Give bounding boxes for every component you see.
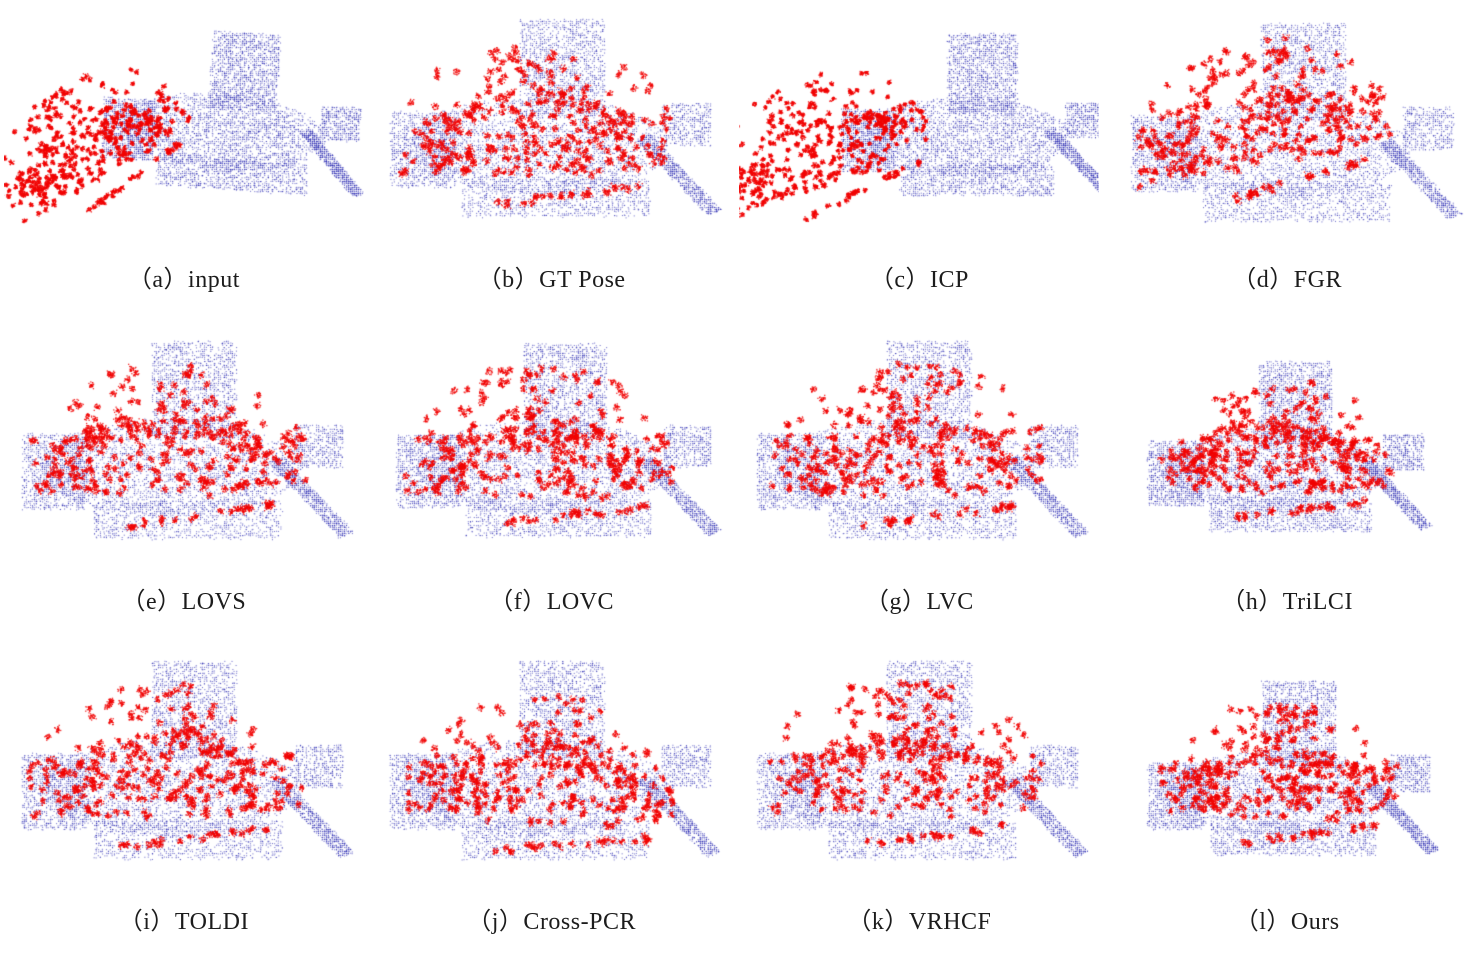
pointcloud-canvas-lovs bbox=[3, 332, 364, 583]
panel-caption: （a）input bbox=[127, 266, 240, 293]
panel-g-lvc: （g）LVC bbox=[736, 307, 1104, 629]
panel-e-lovs: （e）LOVS bbox=[0, 307, 368, 629]
panel-a-input: （a）input bbox=[0, 2, 368, 307]
panel-caption: （l）Ours bbox=[1234, 908, 1340, 935]
panel-h-trilci: （h）TriLCI bbox=[1103, 307, 1471, 629]
panel-k-vrhcf: （k）VRHCF bbox=[736, 629, 1104, 949]
pointcloud-canvas-trilci bbox=[1107, 332, 1468, 583]
pointcloud-canvas-cross-pcr bbox=[371, 652, 732, 903]
panel-c-icp: （c）ICP bbox=[736, 2, 1104, 307]
panel-caption: （j）Cross-PCR bbox=[467, 908, 636, 935]
panel-b-gt-pose: （b）GT Pose bbox=[368, 2, 736, 307]
pointcloud-canvas-toldi bbox=[3, 652, 364, 903]
panel-caption: （b）GT Pose bbox=[477, 266, 626, 293]
panel-d-fgr: （d）FGR bbox=[1103, 2, 1471, 307]
panel-caption: （e）LOVS bbox=[121, 588, 247, 615]
panel-caption: （i）TOLDI bbox=[118, 908, 249, 935]
panel-caption: （h）TriLCI bbox=[1221, 588, 1353, 615]
pointcloud-canvas-lvc bbox=[739, 332, 1100, 583]
pointcloud-canvas-gt-pose bbox=[371, 10, 732, 261]
panel-f-lovc: （f）LOVC bbox=[368, 307, 736, 629]
panel-j-cross-pcr: （j）Cross-PCR bbox=[368, 629, 736, 949]
panel-l-ours: （l）Ours bbox=[1103, 629, 1471, 949]
pointcloud-canvas-lovc bbox=[371, 332, 732, 583]
panel-caption: （d）FGR bbox=[1232, 266, 1342, 293]
panel-caption: （k）VRHCF bbox=[847, 908, 992, 935]
panel-caption: （c）ICP bbox=[869, 266, 969, 293]
pointcloud-canvas-input bbox=[3, 10, 364, 261]
pointcloud-canvas-ours bbox=[1107, 652, 1468, 903]
panel-caption: （g）LVC bbox=[864, 588, 974, 615]
pointcloud-canvas-fgr bbox=[1107, 10, 1468, 261]
panel-i-toldi: （i）TOLDI bbox=[0, 629, 368, 949]
pointcloud-canvas-icp bbox=[739, 10, 1100, 261]
panel-caption: （f）LOVC bbox=[489, 588, 615, 615]
pointcloud-canvas-vrhcf bbox=[739, 652, 1100, 903]
